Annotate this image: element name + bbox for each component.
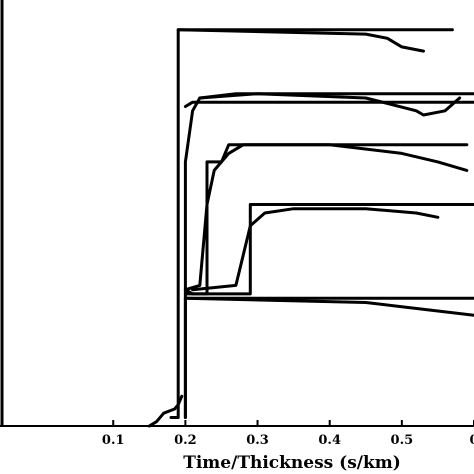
series-line-6 [183,143,469,296]
x-tick-label: 0.4 [318,433,341,448]
series-line-10 [183,296,474,419]
series-line-12 [147,394,184,428]
series-line-11 [183,296,474,317]
series-line-3 [183,92,474,419]
series-group [147,28,474,428]
series-line-8 [183,203,474,296]
x-tick-label: 0.1 [102,433,125,448]
series-line-2 [176,28,425,53]
x-tick-label: 0.3 [246,433,269,448]
x-tick-label: 0.5 [391,433,414,448]
series-line-4 [198,92,462,117]
series-line-9 [191,207,440,292]
series-line-7 [183,143,469,292]
series-line-1 [169,28,454,419]
x-tick-label: 0 [469,433,474,448]
x-axis-title: Time/Thickness (s/km) [183,453,401,473]
x-ticks: 0.1 0.2 0.3 0.4 0.5 0 [0,0,474,448]
x-tick-label: 0.2 [174,433,197,448]
series-line-5 [183,100,474,108]
